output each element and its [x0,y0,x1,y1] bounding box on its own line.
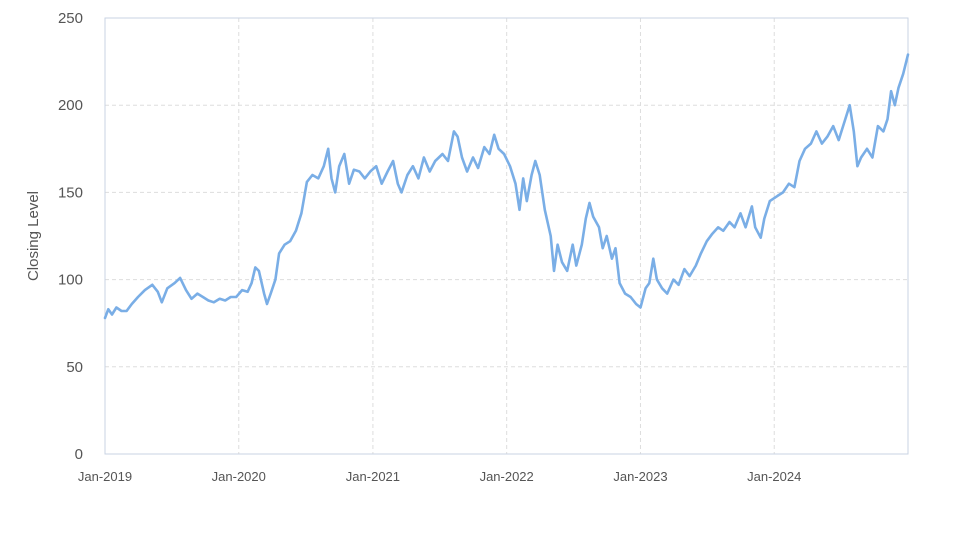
x-tick-label-2021: Jan-2021 [346,469,400,484]
x-tick-label-2020: Jan-2020 [212,469,266,484]
y-tick-label-0: 0 [75,446,83,463]
x-tick-label-2022: Jan-2022 [480,469,534,484]
y-axis-ticks: 0 50 100 150 200 250 [58,10,83,463]
series-layer [103,53,910,320]
x-axis-ticks: Jan-2019 Jan-2020 Jan-2021 Jan-2022 Jan-2023… [78,469,801,484]
x-tick-label-2019: Jan-2019 [78,469,132,484]
y-axis-title: Closing Level [25,191,42,281]
y-tick-label-250: 250 [58,10,83,27]
y-tick-label-150: 150 [58,184,83,201]
series-line-0 [103,53,910,320]
y-tick-label-50: 50 [66,359,83,376]
plot-area-frame [104,17,909,455]
y-tick-label-200: 200 [58,97,83,114]
x-tick-label-2024: Jan-2024 [747,469,801,484]
gridlines [105,17,908,454]
y-tick-label-100: 100 [58,272,83,289]
x-tick-label-2023: Jan-2023 [613,469,667,484]
